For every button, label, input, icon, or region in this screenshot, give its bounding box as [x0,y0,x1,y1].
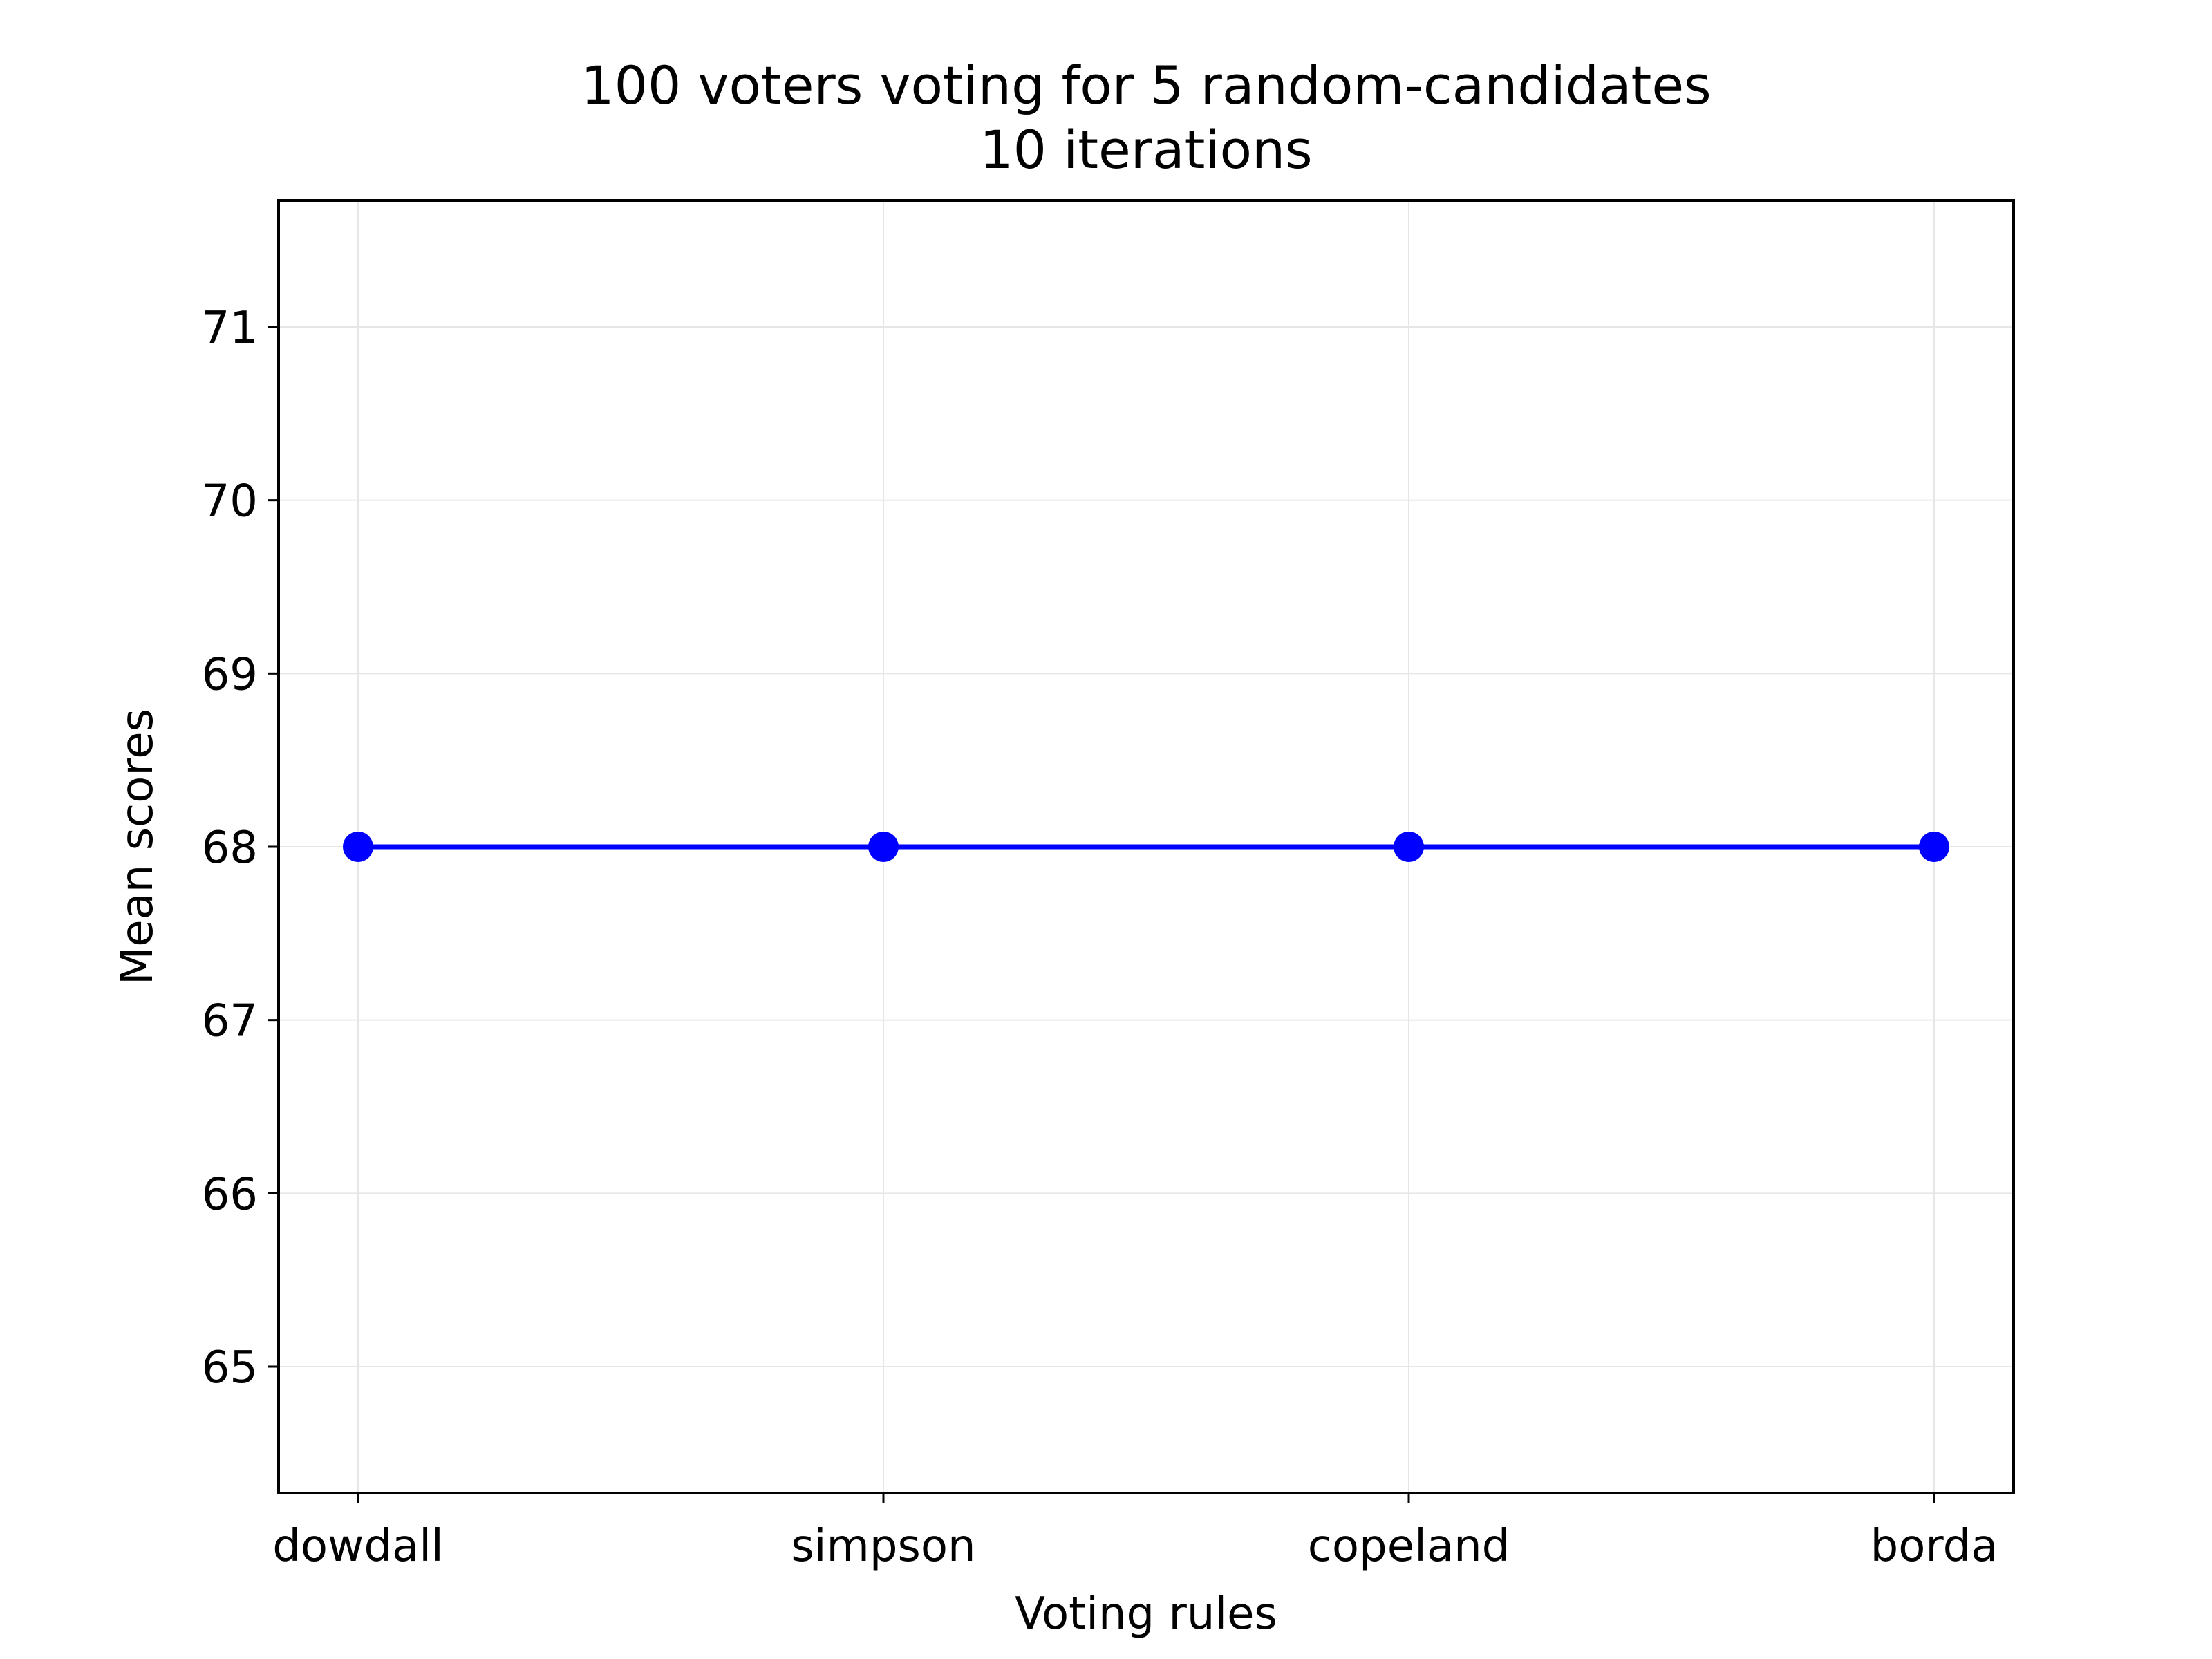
axis-ticks: 65 66 67 68 69 70 71 dowdall simpson copeland bord… [202,303,1998,1572]
y-axis-label: Mean scores [112,709,163,985]
y-tick-label: 68 [202,823,258,874]
chart-title: 100 voters voting for 5 random-candidate… [581,55,1711,116]
y-tick-label: 71 [202,303,258,354]
x-tick-label: borda [1871,1521,1998,1572]
y-tick-label: 69 [202,649,258,700]
data-point [868,832,899,862]
x-tick-label: copeland [1308,1521,1510,1572]
y-tick-label: 67 [202,996,258,1047]
x-tick-label: dowdall [272,1521,444,1572]
x-tick-label: simpson [791,1521,975,1572]
data-point [343,832,373,862]
y-tick-label: 65 [202,1342,258,1394]
data-point [1394,832,1424,862]
y-tick-label: 66 [202,1169,258,1220]
data-series [343,832,1949,862]
x-axis-label: Voting rules [1015,1588,1277,1640]
chart-subtitle: 10 iterations [980,119,1313,180]
data-point [1919,832,1949,862]
y-tick-label: 70 [202,476,258,527]
